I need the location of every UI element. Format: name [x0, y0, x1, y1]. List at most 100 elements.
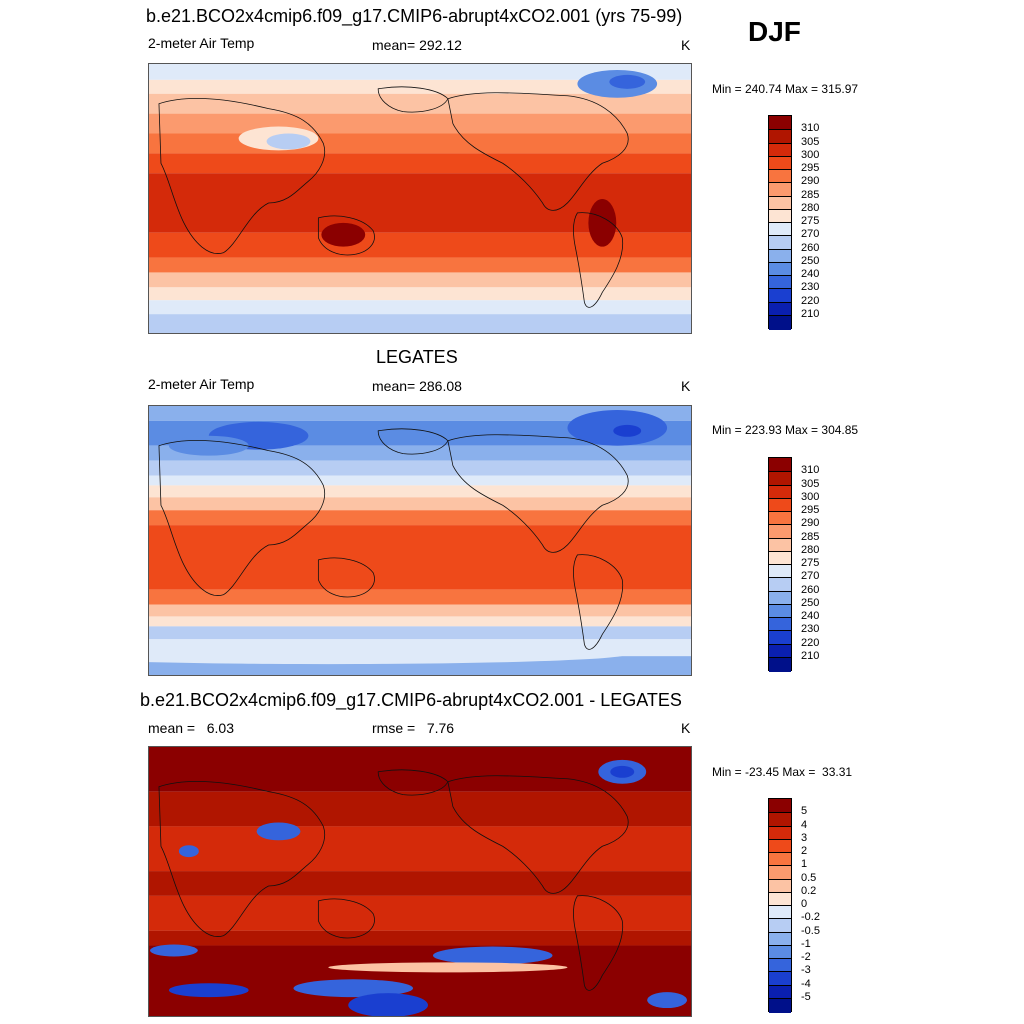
- colorbar-box: [769, 944, 791, 960]
- colorbar-tick-label: 295: [801, 504, 820, 516]
- colorbar-tick-label: -3: [801, 964, 811, 977]
- colorbar-tick-label: 5: [801, 805, 808, 818]
- colorbar-tick-label: 270: [801, 570, 820, 583]
- season-label: DJF: [748, 16, 801, 47]
- colorbar-tick-label: 260: [801, 241, 820, 254]
- colorbar-box: [769, 656, 791, 672]
- colorbar-box: [769, 116, 791, 130]
- colorbar-box: [769, 222, 791, 237]
- colorbar-box: [769, 812, 791, 827]
- colorbar-box: [769, 643, 791, 659]
- colorbar-box: [769, 471, 791, 486]
- colorbar-box: [769, 958, 791, 973]
- colorbar-box: [769, 603, 791, 619]
- panel-2-variable-label: 2-meter Air Temp: [148, 376, 255, 392]
- colorbar-tick-label: 250: [801, 254, 820, 267]
- colorbar-box: [769, 314, 791, 330]
- colorbar-box: [769, 195, 791, 211]
- panel-3-minmax: Min = -23.45 Max = 33.31: [712, 765, 853, 779]
- colorbar-tick-label: 305: [801, 477, 820, 490]
- panel-3-title: b.e21.BCO2x4cmip6.f09_g17.CMIP6-abrupt4x…: [140, 690, 682, 710]
- colorbar-box: [769, 142, 791, 158]
- colorbar-tick-label: 4: [801, 818, 808, 831]
- panel-3-mean-label: mean = 6.03: [148, 720, 235, 736]
- colorbar-box: [769, 497, 791, 513]
- colorbar-tick-label: 310: [801, 464, 820, 477]
- colorbar-tick-label: 295: [801, 162, 820, 174]
- panel-1-mean-label: mean= 292.12: [372, 37, 462, 53]
- colorbar-box: [769, 261, 791, 277]
- colorbar-box: [769, 248, 791, 264]
- colorbar-tick-label: 275: [801, 557, 820, 569]
- colorbar-box: [769, 984, 791, 1000]
- panel-2-colorbar: [768, 457, 792, 672]
- colorbar-tick-label: -0.2: [801, 911, 820, 924]
- panel-1-minmax: Min = 240.74 Max = 315.97: [712, 82, 859, 96]
- colorbar-box: [769, 537, 791, 553]
- panel-2-title: LEGATES: [376, 347, 458, 367]
- colorbar-box: [769, 275, 791, 290]
- colorbar-box: [769, 484, 791, 500]
- colorbar-box: [769, 865, 791, 880]
- colorbar-box: [769, 564, 791, 579]
- colorbar-tick-label: 300: [801, 490, 820, 503]
- colorbar-box: [769, 550, 791, 566]
- colorbar-box: [769, 825, 791, 841]
- colorbar-box: [769, 931, 791, 947]
- colorbar-box: [769, 997, 791, 1013]
- colorbar-tick-label: 230: [801, 623, 820, 636]
- colorbar-tick-label: 240: [801, 610, 820, 622]
- colorbar-tick-label: 305: [801, 135, 820, 148]
- colorbar-box: [769, 208, 791, 224]
- panel-1-variable-label: 2-meter Air Temp: [148, 35, 255, 51]
- colorbar-tick-label: -2: [801, 951, 811, 963]
- colorbar-tick-label: 0: [801, 898, 808, 910]
- colorbar-tick-label: -1: [801, 937, 811, 950]
- colorbar-tick-label: 285: [801, 188, 820, 201]
- colorbar-tick-label: 280: [801, 201, 820, 214]
- colorbar-tick-label: 285: [801, 530, 820, 543]
- colorbar-box: [769, 301, 791, 317]
- colorbar-box: [769, 630, 791, 645]
- colorbar-tick-label: 290: [801, 175, 820, 188]
- colorbar-tick-label: -0.5: [801, 924, 820, 937]
- colorbar-tick-label: 210: [801, 649, 820, 662]
- colorbar-tick-label: 230: [801, 281, 820, 294]
- colorbar-tick-label: 3: [801, 831, 808, 844]
- colorbar-box: [769, 524, 791, 539]
- colorbar-tick-label: 250: [801, 596, 820, 609]
- colorbar-tick-label: 260: [801, 583, 820, 596]
- panel-1-map: [148, 63, 692, 334]
- colorbar-box: [769, 129, 791, 144]
- colorbar-tick-label: 220: [801, 636, 820, 649]
- colorbar-box: [769, 458, 791, 472]
- panel-2-mean-label: mean= 286.08: [372, 378, 462, 394]
- colorbar-box: [769, 838, 791, 854]
- colorbar-box: [769, 799, 791, 813]
- colorbar-box: [769, 288, 791, 303]
- panel-2-map: [148, 405, 692, 676]
- colorbar-tick-label: 300: [801, 148, 820, 161]
- colorbar-box: [769, 155, 791, 171]
- colorbar-box: [769, 617, 791, 632]
- colorbar-tick-label: -5: [801, 990, 811, 1003]
- colorbar-tick-label: -4: [801, 977, 811, 990]
- colorbar-box: [769, 577, 791, 592]
- colorbar-box: [769, 590, 791, 606]
- colorbar-box: [769, 971, 791, 986]
- colorbar-tick-label: 310: [801, 122, 820, 135]
- colorbar-tick-label: 0.5: [801, 871, 817, 884]
- panel-1-units: K: [681, 37, 691, 53]
- colorbar-box: [769, 511, 791, 526]
- colorbar-box: [769, 918, 791, 933]
- colorbar-box: [769, 235, 791, 250]
- colorbar-tick-label: 275: [801, 215, 820, 227]
- colorbar-tick-label: 210: [801, 307, 820, 320]
- colorbar-tick-label: 1: [801, 858, 808, 871]
- colorbar-box: [769, 182, 791, 197]
- colorbar-tick-label: 280: [801, 543, 820, 556]
- colorbar-box: [769, 878, 791, 894]
- colorbar-box: [769, 852, 791, 867]
- panel-3-colorbar: [768, 798, 792, 1013]
- colorbar-tick-label: 220: [801, 294, 820, 307]
